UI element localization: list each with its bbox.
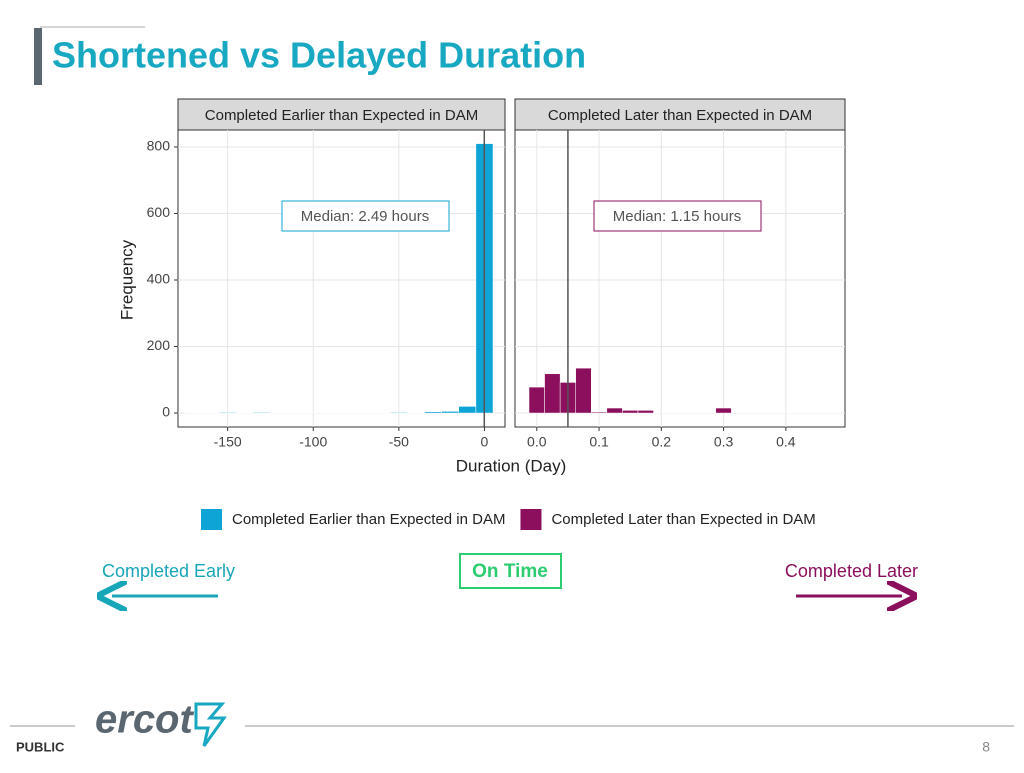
y-tick-label: 0 bbox=[162, 404, 170, 420]
bar bbox=[529, 387, 545, 413]
bar bbox=[253, 412, 270, 413]
annotation: Median: 1.15 hours bbox=[613, 208, 741, 225]
x-tick-label: 0 bbox=[481, 434, 489, 450]
y-axis-label: Frequency bbox=[117, 239, 136, 320]
x-tick-label: 0.1 bbox=[589, 434, 609, 450]
y-tick-label: 400 bbox=[147, 271, 171, 287]
legend-label: Completed Earlier than Expected in DAM bbox=[232, 511, 505, 528]
panel-title: Completed Later than Expected in DAM bbox=[548, 107, 812, 124]
panel bbox=[178, 130, 505, 427]
y-tick-label: 600 bbox=[147, 204, 171, 220]
x-tick-label: 0.0 bbox=[527, 434, 547, 450]
legend-swatch bbox=[520, 509, 541, 530]
annotation: Median: 2.49 hours bbox=[301, 208, 429, 225]
page-number: 8 bbox=[982, 739, 990, 755]
x-tick-label: -50 bbox=[389, 434, 409, 450]
x-axis-label: Duration (Day) bbox=[456, 456, 567, 475]
bar bbox=[545, 374, 561, 413]
early-label: Completed Early bbox=[102, 561, 235, 581]
panel-title: Completed Earlier than Expected in DAM bbox=[205, 107, 478, 124]
x-tick-label: -100 bbox=[299, 434, 327, 450]
footer-label: PUBLIC bbox=[16, 739, 65, 754]
bar bbox=[219, 412, 236, 413]
bar bbox=[622, 410, 638, 413]
legend-swatch bbox=[201, 509, 222, 530]
bar bbox=[716, 408, 732, 413]
bar bbox=[390, 412, 407, 413]
x-tick-label: 0.4 bbox=[776, 434, 796, 450]
bar bbox=[576, 368, 592, 413]
bar bbox=[638, 410, 654, 413]
bar bbox=[425, 412, 442, 413]
bar bbox=[591, 412, 607, 413]
ontime-label: On Time bbox=[472, 561, 548, 582]
bar bbox=[442, 411, 459, 413]
slide-title: Shortened vs Delayed Duration bbox=[52, 35, 586, 76]
logo: ercot bbox=[95, 698, 194, 742]
title-bar bbox=[34, 28, 42, 85]
y-tick-label: 200 bbox=[147, 337, 171, 353]
bar bbox=[459, 406, 476, 413]
legend-label: Completed Later than Expected in DAM bbox=[551, 511, 815, 528]
later-label: Completed Later bbox=[785, 561, 918, 581]
logo-mark bbox=[196, 704, 224, 746]
x-tick-label: -150 bbox=[214, 434, 242, 450]
bar bbox=[607, 408, 623, 413]
x-tick-label: 0.3 bbox=[714, 434, 734, 450]
y-tick-label: 800 bbox=[147, 138, 171, 154]
x-tick-label: 0.2 bbox=[652, 434, 672, 450]
